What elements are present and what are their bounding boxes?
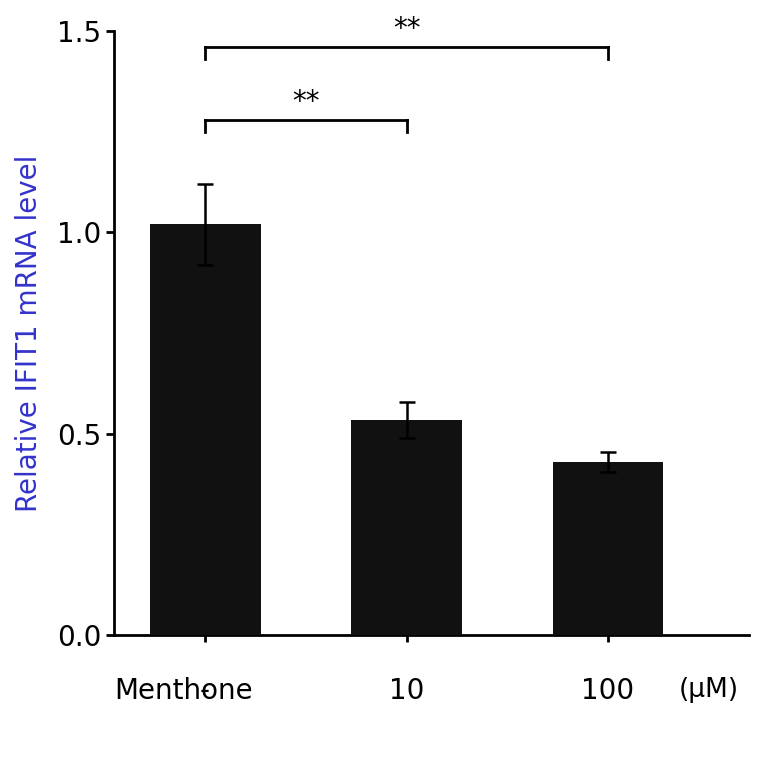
Y-axis label: Relative IFIT1 mRNA level: Relative IFIT1 mRNA level [15,154,43,512]
Text: Menthone: Menthone [115,677,253,705]
Bar [552,462,663,635]
Text: 10: 10 [389,677,424,705]
Text: -: - [200,677,210,705]
Text: **: ** [292,87,319,115]
Text: (μM): (μM) [678,677,739,704]
Text: **: ** [393,15,420,43]
Text: 100: 100 [581,677,635,705]
Bar [351,420,462,635]
Bar [150,224,261,635]
